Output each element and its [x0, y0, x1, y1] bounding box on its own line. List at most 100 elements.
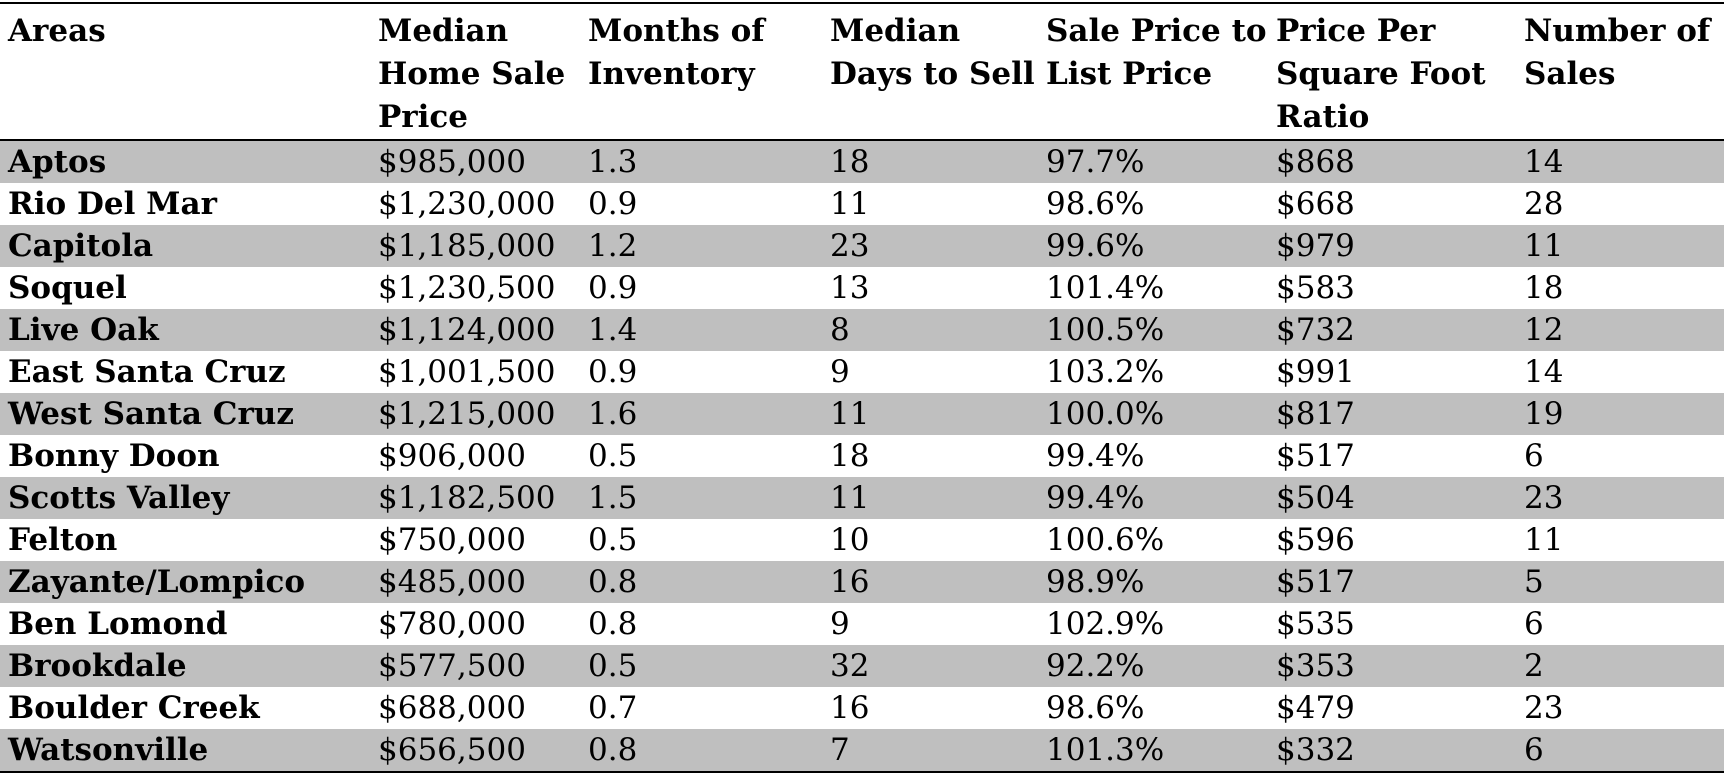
cell-median-home-sale-price: $1,185,000 [370, 225, 580, 267]
cell-sale-to-list-ratio: 100.6% [1046, 522, 1165, 558]
table-header: Areas Median Home Sale Price Months of I… [0, 3, 1724, 141]
header-median-home-sale-price: Median Home Sale Price [370, 3, 580, 141]
cell-sale-to-list-ratio: 97.7% [1038, 140, 1268, 183]
table-row: Watsonville $656,500 0.8 7 101.3% $332 6 [0, 729, 1724, 772]
header-months-of-inventory: Months of Inventory [580, 3, 822, 141]
table-row: Live Oak $1,124,000 1.4 8 100.5% $732 12 [0, 309, 1724, 351]
cell-area: Zayante/Lompico [0, 561, 370, 603]
cell-months-of-inventory: 1.3 [580, 140, 822, 183]
table-row: West Santa Cruz $1,215,000 1.6 11 100.0% $817… [0, 393, 1724, 435]
table-row: Capitola $1,185,000 1.2 23 99.6% $979 11 [0, 225, 1724, 267]
cell-months-of-inventory: 1.2 [580, 225, 822, 267]
table-row: Brookdale $577,500 0.5 32 92.2% $353 2 [0, 645, 1724, 687]
cell-median-home-sale-price: $688,000 [378, 690, 526, 726]
table-row: Boulder Creek $688,000 0.7 16 98.6% $479 23 [0, 687, 1724, 729]
cell-months-of-inventory: 0.9 [588, 186, 638, 222]
cell-sale-to-list-ratio: 100.5% [1038, 309, 1268, 351]
table-row: Soquel $1,230,500 0.9 13 101.4% $583 18 [0, 267, 1724, 309]
cell-median-home-sale-price: $1,215,000 [370, 393, 580, 435]
cell-median-home-sale-price: $750,000 [378, 522, 526, 558]
cell-price-per-square-foot: $991 [1276, 354, 1355, 390]
cell-price-per-square-foot: $332 [1268, 729, 1516, 772]
cell-sale-to-list-ratio: 100.0% [1038, 393, 1268, 435]
cell-median-days-to-sell: 7 [822, 729, 1038, 772]
header-row: Areas Median Home Sale Price Months of I… [0, 3, 1724, 141]
header-price-per-square-foot: Price Per Square Foot Ratio [1268, 3, 1516, 141]
cell-sale-to-list-ratio: 102.9% [1046, 606, 1165, 642]
cell-area: Brookdale [0, 645, 370, 687]
table-row: Bonny Doon $906,000 0.5 18 99.4% $517 6 [0, 435, 1724, 477]
table-row: Scotts Valley $1,182,500 1.5 11 99.4% $504 23 [0, 477, 1724, 519]
cell-price-per-square-foot: $517 [1276, 438, 1355, 474]
cell-months-of-inventory: 0.9 [588, 270, 638, 306]
header-number-of-sales: Number of Sales [1516, 3, 1724, 141]
cell-area: Soquel [8, 270, 127, 306]
cell-number-of-sales: 6 [1516, 729, 1724, 772]
cell-number-of-sales: 6 [1524, 438, 1544, 474]
cell-sale-to-list-ratio: 98.9% [1038, 561, 1268, 603]
cell-median-home-sale-price: $1,182,500 [370, 477, 580, 519]
cell-number-of-sales: 11 [1524, 522, 1564, 558]
header-sale-to-list-ratio: Sale Price to List Price [1038, 3, 1268, 141]
cell-price-per-square-foot: $732 [1268, 309, 1516, 351]
cell-number-of-sales: 19 [1516, 393, 1724, 435]
cell-number-of-sales: 2 [1516, 645, 1724, 687]
cell-median-days-to-sell: 18 [822, 140, 1038, 183]
cell-median-days-to-sell: 11 [822, 477, 1038, 519]
cell-median-days-to-sell: 16 [830, 690, 870, 726]
cell-sale-to-list-ratio: 99.4% [1038, 477, 1268, 519]
cell-median-days-to-sell: 16 [822, 561, 1038, 603]
cell-number-of-sales: 6 [1524, 606, 1544, 642]
cell-sale-to-list-ratio: 101.3% [1038, 729, 1268, 772]
table-row: East Santa Cruz $1,001,500 0.9 9 103.2% $991 1… [0, 351, 1724, 393]
cell-price-per-square-foot: $504 [1268, 477, 1516, 519]
cell-number-of-sales: 18 [1524, 270, 1564, 306]
cell-median-days-to-sell: 11 [822, 393, 1038, 435]
cell-months-of-inventory: 0.5 [580, 645, 822, 687]
cell-median-home-sale-price: $780,000 [378, 606, 526, 642]
cell-median-home-sale-price: $906,000 [378, 438, 526, 474]
cell-median-days-to-sell: 23 [822, 225, 1038, 267]
cell-price-per-square-foot: $979 [1268, 225, 1516, 267]
cell-price-per-square-foot: $479 [1276, 690, 1355, 726]
cell-price-per-square-foot: $668 [1276, 186, 1355, 222]
cell-number-of-sales: 23 [1524, 690, 1564, 726]
cell-price-per-square-foot: $817 [1268, 393, 1516, 435]
cell-area: Bonny Doon [8, 438, 220, 474]
cell-sale-to-list-ratio: 92.2% [1038, 645, 1268, 687]
cell-number-of-sales: 12 [1516, 309, 1724, 351]
cell-months-of-inventory: 0.9 [588, 354, 638, 390]
cell-median-home-sale-price: $1,230,500 [378, 270, 556, 306]
cell-number-of-sales: 28 [1524, 186, 1564, 222]
cell-months-of-inventory: 0.5 [588, 438, 638, 474]
cell-median-home-sale-price: $485,000 [370, 561, 580, 603]
cell-median-home-sale-price: $1,124,000 [370, 309, 580, 351]
cell-months-of-inventory: 1.6 [580, 393, 822, 435]
cell-area: Live Oak [0, 309, 370, 351]
cell-median-days-to-sell: 9 [830, 354, 850, 390]
cell-median-days-to-sell: 11 [830, 186, 870, 222]
table-row: Aptos $985,000 1.3 18 97.7% $868 14 [0, 140, 1724, 183]
cell-number-of-sales: 14 [1516, 140, 1724, 183]
table-row: Ben Lomond $780,000 0.8 9 102.9% $535 6 [0, 603, 1724, 645]
cell-median-home-sale-price: $985,000 [370, 140, 580, 183]
cell-months-of-inventory: 1.5 [580, 477, 822, 519]
cell-months-of-inventory: 0.5 [588, 522, 638, 558]
table-row: Felton $750,000 0.5 10 100.6% $596 11 [0, 519, 1724, 561]
cell-area: West Santa Cruz [0, 393, 370, 435]
cell-median-days-to-sell: 9 [830, 606, 850, 642]
cell-price-per-square-foot: $535 [1276, 606, 1355, 642]
cell-median-days-to-sell: 10 [830, 522, 870, 558]
cell-median-home-sale-price: $656,500 [370, 729, 580, 772]
cell-months-of-inventory: 0.8 [580, 561, 822, 603]
cell-number-of-sales: 11 [1516, 225, 1724, 267]
header-areas: Areas [0, 3, 370, 141]
cell-sale-to-list-ratio: 98.6% [1046, 690, 1145, 726]
cell-number-of-sales: 5 [1516, 561, 1724, 603]
table-row: Zayante/Lompico $485,000 0.8 16 98.9% $517 5 [0, 561, 1724, 603]
cell-median-days-to-sell: 18 [830, 438, 870, 474]
cell-price-per-square-foot: $868 [1268, 140, 1516, 183]
cell-months-of-inventory: 0.8 [580, 729, 822, 772]
cell-area: Capitola [0, 225, 370, 267]
